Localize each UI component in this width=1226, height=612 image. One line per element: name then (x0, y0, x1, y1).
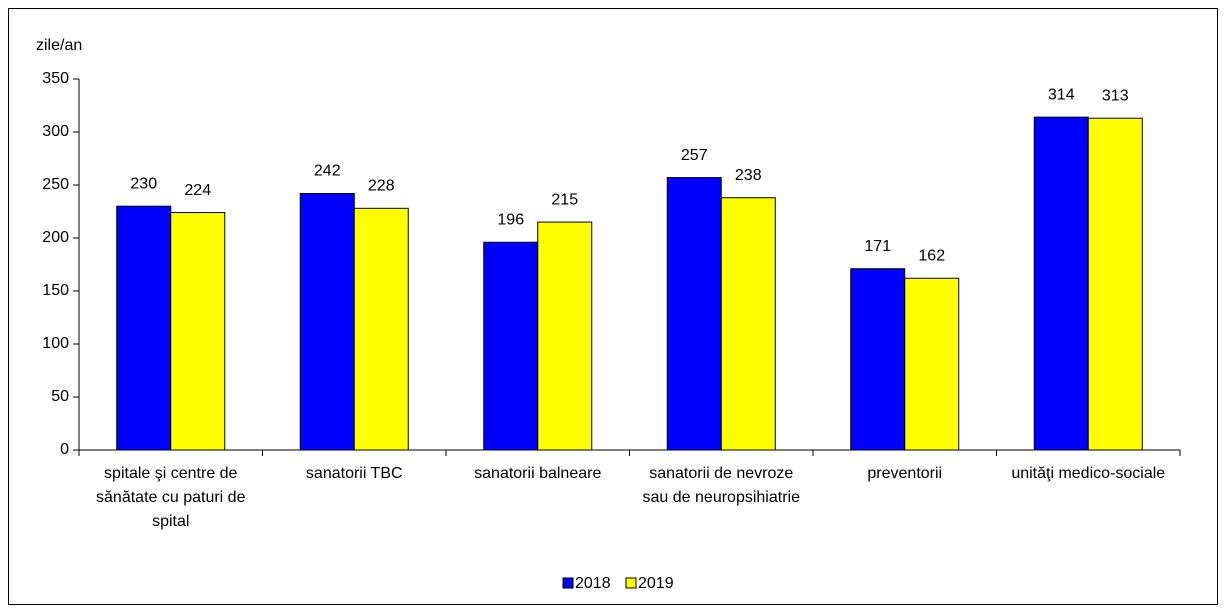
bar (299, 192, 355, 451)
y-tick-label: 350 (42, 70, 69, 87)
y-tick-label: 250 (42, 176, 69, 193)
value-label: 238 (735, 167, 762, 184)
bar (116, 205, 172, 451)
y-tick-label: 200 (42, 229, 69, 246)
legend-label: 2019 (638, 575, 674, 592)
value-label: 230 (130, 175, 157, 192)
y-tick-label: 0 (60, 441, 69, 458)
x-tick-label: sanatorii de nevroze sau de neuropsihiatr… (643, 465, 801, 506)
bar (1033, 116, 1089, 451)
y-tick-label: 50 (51, 388, 69, 405)
legend-swatch (625, 577, 637, 589)
value-label: 228 (368, 178, 395, 195)
x-tick-label: preventorii (867, 465, 942, 482)
bar (353, 207, 409, 451)
value-label: 215 (551, 191, 578, 208)
bar (1087, 117, 1143, 451)
value-label: 224 (184, 182, 211, 199)
value-label: 257 (681, 147, 708, 164)
y-tick-label: 150 (42, 282, 69, 299)
bar (904, 277, 960, 451)
bar (666, 177, 722, 451)
value-label: 162 (918, 247, 945, 264)
value-label: 196 (497, 211, 524, 228)
x-tick-label: sanatorii balneare (474, 465, 601, 482)
bar (537, 221, 593, 451)
bar (720, 197, 776, 451)
y-axis-label: zile/an (36, 37, 82, 54)
value-label: 313 (1102, 87, 1129, 104)
legend-label: 2018 (575, 575, 611, 592)
y-tick-label: 100 (42, 335, 69, 352)
x-tick-label: spitale şi centre de sănătate cu paturi d… (96, 465, 246, 530)
value-label: 314 (1048, 86, 1075, 103)
bar (850, 268, 906, 451)
value-label: 171 (864, 238, 891, 255)
bar (483, 241, 539, 451)
x-tick-label: unităţi medico-sociale (1011, 465, 1165, 482)
y-tick-label: 300 (42, 123, 69, 140)
bar (170, 212, 226, 451)
legend-swatch (562, 577, 574, 589)
x-tick-label: sanatorii TBC (306, 465, 403, 482)
value-label: 242 (314, 163, 341, 180)
